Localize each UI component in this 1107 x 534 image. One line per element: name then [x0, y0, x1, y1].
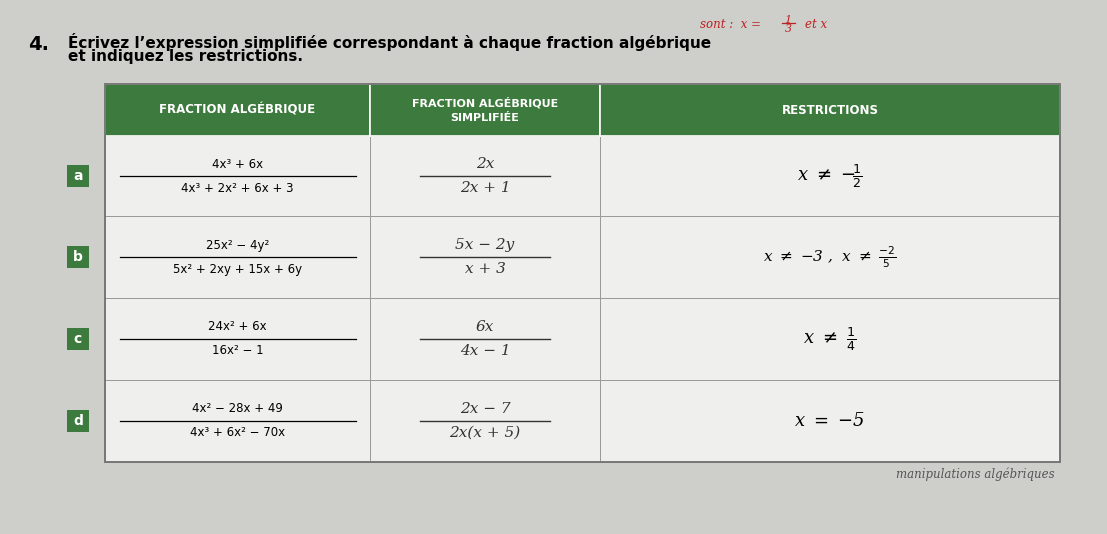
Bar: [600, 298, 1061, 380]
Text: b: b: [73, 250, 83, 264]
Text: 4x − 1: 4x − 1: [459, 344, 510, 358]
Bar: [105, 298, 370, 380]
Text: 25x² − 4y²: 25x² − 4y²: [206, 239, 269, 252]
Text: 4.: 4.: [28, 35, 49, 53]
Bar: [600, 216, 1061, 298]
Text: FRACTION ALGÉBRIQUE: FRACTION ALGÉBRIQUE: [159, 104, 315, 116]
Bar: [370, 298, 600, 380]
Text: et x: et x: [805, 18, 827, 30]
Text: RESTRICTIONS: RESTRICTIONS: [782, 104, 879, 116]
Text: 24x² + 6x: 24x² + 6x: [208, 320, 267, 334]
Bar: [105, 136, 370, 216]
Text: manipulations algébriques: manipulations algébriques: [897, 467, 1055, 481]
Text: 2x − 7: 2x − 7: [459, 402, 510, 416]
Text: x $\neq$ $-$3 ,  x $\neq$ $\frac{-2}{5}$: x $\neq$ $-$3 , x $\neq$ $\frac{-2}{5}$: [763, 244, 897, 270]
Bar: [370, 136, 600, 216]
Bar: [105, 84, 370, 136]
Text: 4x² − 28x + 49: 4x² − 28x + 49: [192, 403, 283, 415]
Text: FRACTION ALGÉBRIQUE: FRACTION ALGÉBRIQUE: [412, 97, 558, 109]
Text: sont :  x =: sont : x =: [700, 18, 761, 30]
Bar: [600, 380, 1061, 462]
Text: SIMPLIFIÉE: SIMPLIFIÉE: [451, 113, 519, 123]
Text: 5x² + 2xy + 15x + 6y: 5x² + 2xy + 15x + 6y: [173, 263, 302, 276]
Text: 5x − 2y: 5x − 2y: [455, 238, 515, 252]
Text: Écrivez l’expression simplifiée correspondant à chaque fraction algébrique: Écrivez l’expression simplifiée correspo…: [68, 33, 711, 51]
Bar: [68, 165, 89, 187]
Text: 2x + 1: 2x + 1: [459, 181, 510, 195]
Bar: [68, 246, 89, 268]
Text: 16x² − 1: 16x² − 1: [211, 344, 263, 357]
Text: 4x³ + 6x² − 70x: 4x³ + 6x² − 70x: [190, 427, 286, 439]
Bar: [105, 84, 1061, 462]
Text: 4x³ + 2x² + 6x + 3: 4x³ + 2x² + 6x + 3: [182, 182, 293, 194]
Text: x $\neq$ $-\!\frac{1}{2}$: x $\neq$ $-\!\frac{1}{2}$: [797, 162, 863, 190]
Text: 3: 3: [785, 24, 792, 34]
Text: 6x: 6x: [476, 320, 494, 334]
Bar: [68, 410, 89, 432]
Bar: [105, 380, 370, 462]
Text: d: d: [73, 414, 83, 428]
Text: a: a: [73, 169, 83, 183]
Text: x $=$ $-$5: x $=$ $-$5: [795, 412, 866, 430]
Text: 2x: 2x: [476, 157, 494, 171]
Bar: [600, 84, 1061, 136]
Text: x + 3: x + 3: [465, 262, 506, 276]
Bar: [370, 216, 600, 298]
Bar: [370, 84, 600, 136]
Text: et indiquez les restrictions.: et indiquez les restrictions.: [68, 50, 303, 65]
Text: x $\neq$ $\frac{1}{4}$: x $\neq$ $\frac{1}{4}$: [804, 325, 857, 353]
Bar: [370, 380, 600, 462]
Text: 2x(x + 5): 2x(x + 5): [449, 426, 520, 440]
Bar: [600, 136, 1061, 216]
Text: c: c: [74, 332, 82, 346]
Text: 1: 1: [785, 15, 792, 25]
Bar: [68, 328, 89, 350]
Bar: [105, 216, 370, 298]
Text: 4x³ + 6x: 4x³ + 6x: [211, 158, 263, 170]
